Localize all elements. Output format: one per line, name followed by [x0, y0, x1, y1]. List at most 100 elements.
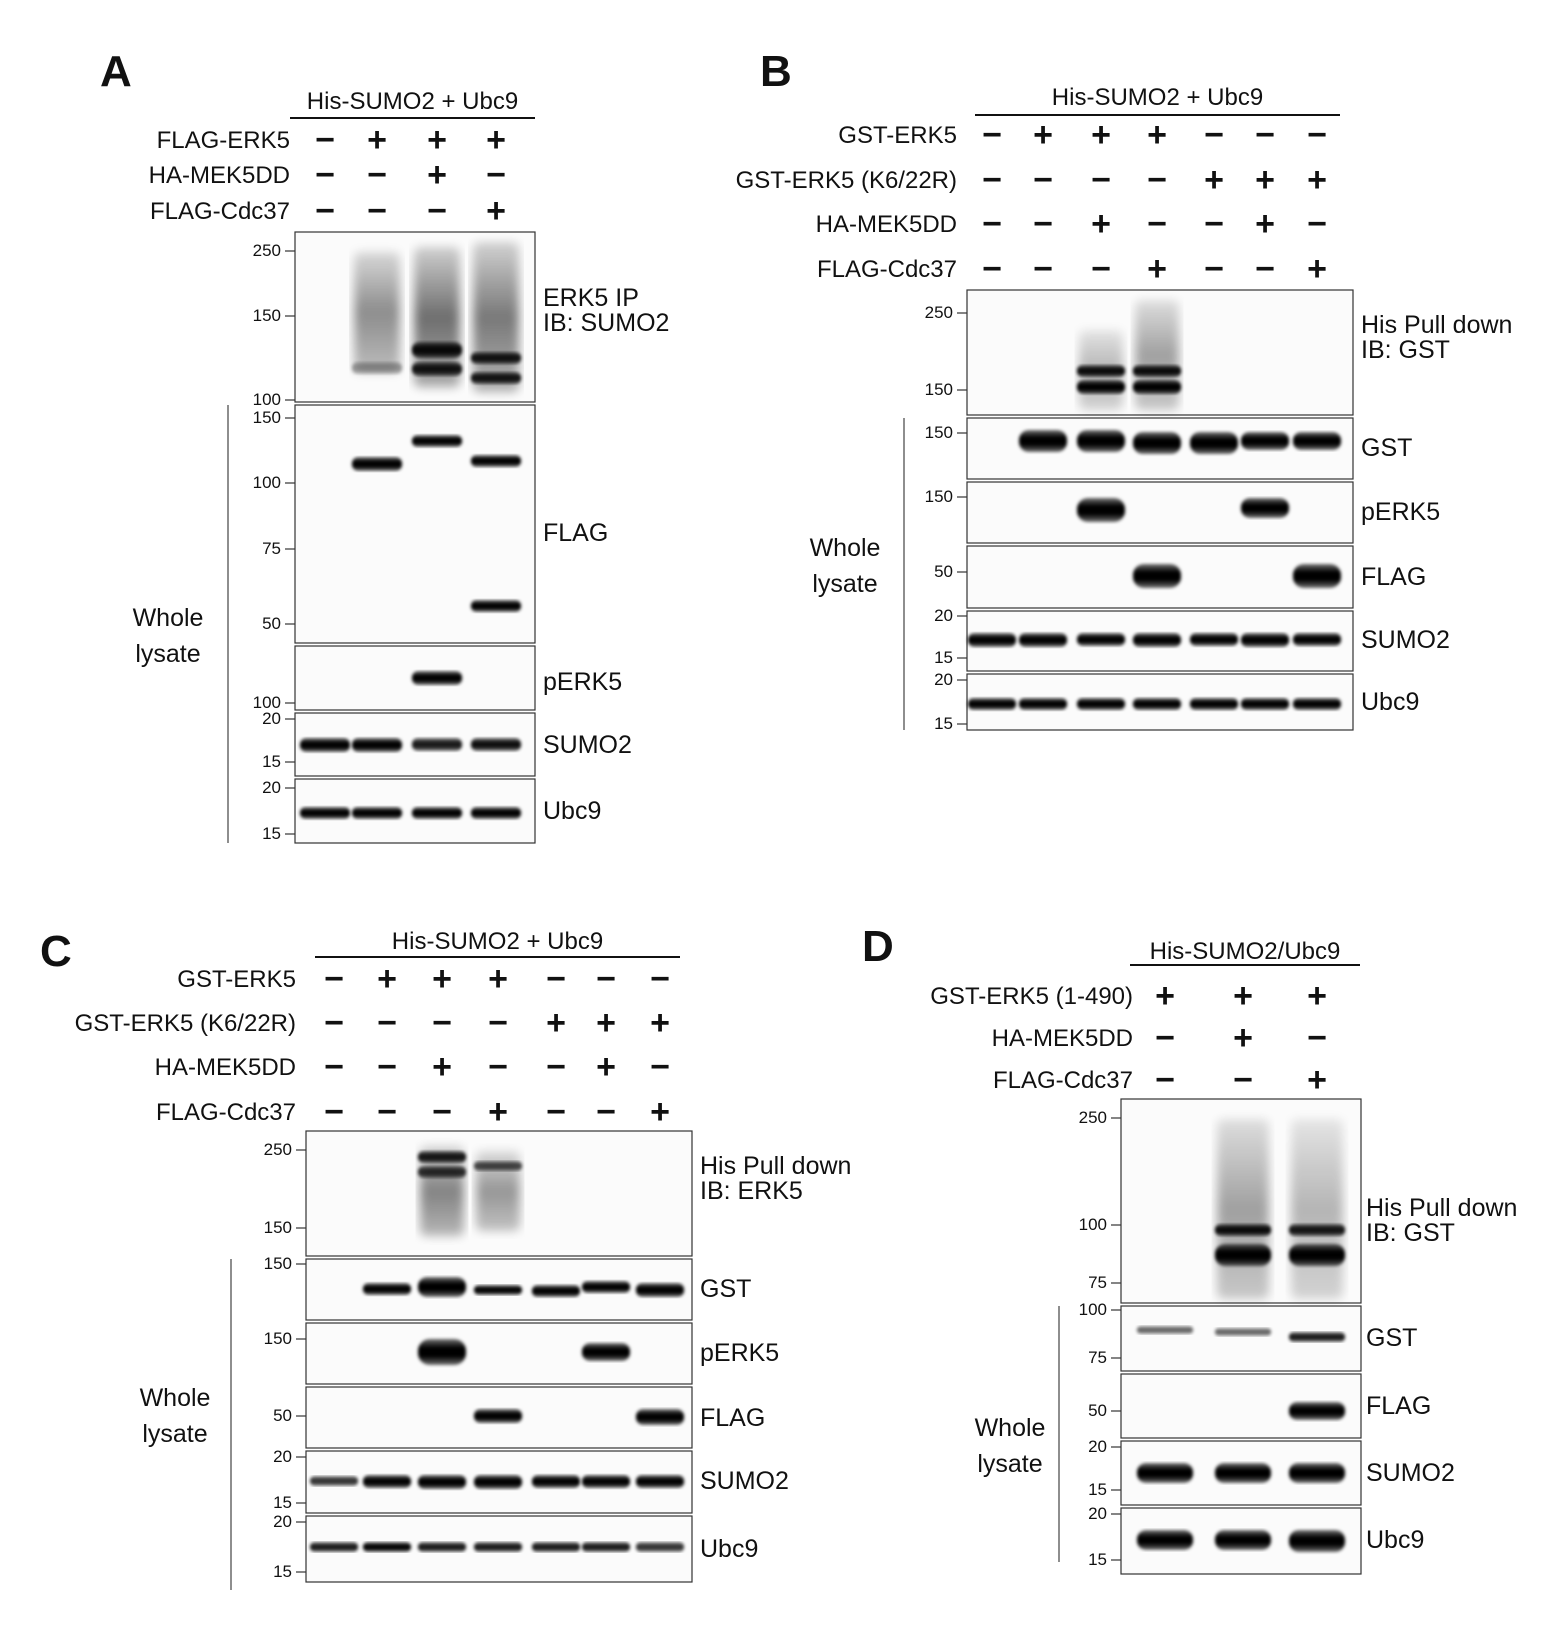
blot-band	[363, 1283, 411, 1295]
treatment-label: FLAG-Cdc37	[155, 1099, 296, 1126]
treatment-sign: −	[324, 1048, 344, 1086]
antibody-label: pERK5	[543, 668, 623, 696]
condition-header: His-SUMO2/Ubc9	[1149, 938, 1341, 965]
antibody-label: SUMO2	[1366, 1459, 1455, 1487]
mw-marker: 250	[1078, 1108, 1107, 1127]
panel-label-c: C	[40, 927, 72, 976]
treatment-sign: −	[596, 1093, 616, 1131]
antibody-label: GST	[700, 1275, 752, 1303]
blot-band	[582, 1343, 630, 1361]
treatment-label: GST-ERK5 (1-490)	[930, 983, 1133, 1010]
blot-band	[1289, 1224, 1345, 1236]
antibody-label: Ubc9	[1361, 688, 1420, 716]
blot-band	[412, 362, 462, 376]
treatment-sign: −	[367, 192, 387, 230]
blot-band	[418, 1166, 466, 1178]
treatment-label: GST-ERK5	[177, 966, 296, 993]
mw-marker: 150	[924, 380, 953, 399]
blot-band	[1215, 1463, 1271, 1483]
blot-band	[1133, 633, 1181, 647]
treatment-sign: −	[546, 1093, 566, 1131]
treatment-sign: +	[486, 121, 506, 159]
treatment-sign: −	[427, 192, 447, 230]
mw-marker: 50	[934, 562, 953, 581]
mw-marker: 20	[273, 1447, 292, 1466]
treatment-sign: −	[1091, 250, 1111, 288]
condition-header: His-SUMO2 + Ubc9	[391, 928, 604, 955]
blot-band	[1190, 633, 1238, 646]
treatment-sign: +	[486, 192, 506, 230]
blot-band	[1215, 1224, 1271, 1236]
treatment-sign: +	[1307, 161, 1327, 199]
blot-band	[636, 1283, 684, 1297]
treatment-sign: +	[488, 1093, 508, 1131]
mw-marker: 20	[262, 709, 281, 728]
blot-band	[300, 807, 350, 819]
treatment-sign: −	[367, 156, 387, 194]
blot-band	[1133, 564, 1181, 588]
treatment-sign: +	[1155, 977, 1175, 1015]
treatment-sign: −	[982, 205, 1002, 243]
antibody-label: pERK5	[1361, 498, 1441, 526]
whole-lysate-label: Whole lysate	[139, 1384, 211, 1449]
blot-band	[471, 738, 521, 751]
mw-marker: 150	[263, 1218, 292, 1237]
blot-band	[471, 455, 521, 467]
treatment-sign: +	[432, 960, 452, 998]
blot-band	[1293, 633, 1341, 646]
mw-marker: 150	[263, 1254, 292, 1273]
blot-band	[1289, 1463, 1345, 1483]
treatment-label: HA-MEK5DD	[148, 162, 290, 189]
blot-band	[1215, 1530, 1271, 1550]
antibody-label: FLAG	[1361, 563, 1427, 591]
blot-band	[1293, 432, 1341, 450]
mw-marker: 15	[934, 648, 953, 667]
treatment-sign: −	[377, 1004, 397, 1042]
blot-band	[418, 1542, 466, 1552]
antibody-label: GST	[1366, 1324, 1418, 1352]
treatment-sign: −	[488, 1004, 508, 1042]
blot-band	[968, 633, 1016, 647]
mw-marker: 15	[1088, 1550, 1107, 1569]
blot-band	[582, 1475, 630, 1488]
antibody-label: SUMO2	[700, 1467, 789, 1495]
treatment-label: GST-ERK5 (K6/22R)	[735, 167, 957, 194]
blot-band	[352, 738, 402, 752]
antibody-label: His Pull down IB: GST	[1361, 311, 1513, 364]
treatment-sign: −	[546, 960, 566, 998]
blot-band	[474, 1285, 522, 1295]
treatment-sign: +	[596, 1048, 616, 1086]
blot-band	[310, 1476, 358, 1486]
treatment-sign: −	[1307, 1019, 1327, 1057]
blot-band	[412, 807, 462, 819]
blot-band	[1241, 432, 1289, 450]
treatment-sign: +	[1147, 116, 1167, 154]
antibody-label: Ubc9	[700, 1535, 759, 1563]
treatment-sign: +	[427, 121, 447, 159]
treatment-sign: +	[432, 1048, 452, 1086]
treatment-sign: −	[982, 116, 1002, 154]
mw-marker: 20	[1088, 1437, 1107, 1456]
antibody-label: SUMO2	[1361, 626, 1450, 654]
blot-band	[412, 342, 462, 358]
blot-band	[1289, 1332, 1345, 1342]
mw-marker: 15	[273, 1562, 292, 1581]
blot-smear	[1291, 1119, 1343, 1299]
treatment-sign: +	[1204, 161, 1224, 199]
mw-marker: 100	[252, 693, 281, 712]
treatment-sign: −	[650, 960, 670, 998]
mw-marker: 100	[1078, 1215, 1107, 1234]
mw-marker: 150	[924, 487, 953, 506]
treatment-sign: −	[1204, 205, 1224, 243]
whole-lysate-label: Whole lysate	[809, 534, 881, 599]
treatment-sign: −	[1033, 161, 1053, 199]
blot-band	[1077, 380, 1125, 394]
blot-band	[1241, 498, 1289, 518]
blot-band	[636, 1409, 684, 1425]
treatment-sign: −	[1307, 205, 1327, 243]
treatment-sign: −	[546, 1048, 566, 1086]
treatment-sign: +	[596, 1004, 616, 1042]
antibody-label: pERK5	[700, 1339, 780, 1367]
blot-band	[418, 1151, 466, 1163]
treatment-label: GST-ERK5	[838, 122, 957, 149]
